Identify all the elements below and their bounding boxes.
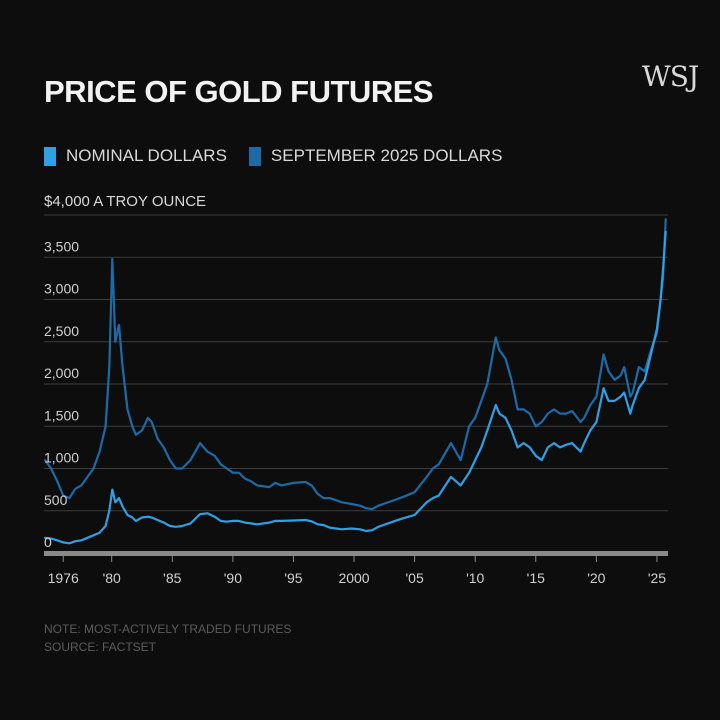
y-tick-label-3000: 3,000 (44, 281, 79, 297)
x-tick-label-2005: '05 (405, 570, 423, 586)
legend-swatch-nominal (44, 146, 56, 166)
y-tick-label-1500: 1,500 (44, 407, 79, 423)
x-tick-label-1985: '85 (163, 570, 181, 586)
source-text: SOURCE: FACTSET (44, 640, 157, 654)
x-tick-label-2000: 2000 (338, 570, 369, 586)
legend-label-nominal: NOMINAL DOLLARS (66, 146, 227, 165)
legend-item-real: SEPTEMBER 2025 DOLLARS (248, 146, 503, 166)
legend-item-nominal: NOMINAL DOLLARS (44, 146, 227, 166)
x-tick-label-1995: '95 (284, 570, 302, 586)
wsj-logo: WSJ (642, 60, 699, 93)
legend: NOMINAL DOLLARS SEPTEMBER 2025 DOLLARS (44, 146, 524, 166)
y-tick-label-500: 500 (44, 492, 68, 508)
y-tick-label-1000: 1,000 (44, 450, 79, 466)
x-tick-label-1980: '80 (103, 570, 121, 586)
y-tick-label-0: 0 (44, 534, 52, 550)
y-axis-unit-label: $4,000 A TROY OUNCE (44, 193, 207, 210)
x-tick-label-1990: '90 (224, 570, 242, 586)
x-axis-baseline (44, 551, 668, 556)
x-tick-label-1976: 1976 (48, 570, 79, 586)
x-tick-label-2020: '20 (587, 570, 605, 586)
y-tick-label-3500: 3,500 (44, 238, 79, 254)
legend-label-real: SEPTEMBER 2025 DOLLARS (270, 146, 503, 165)
series-line-september-2025-dollars (44, 218, 667, 511)
x-tick-label-2025: '25 (648, 570, 666, 586)
x-tick-label-2010: '10 (466, 570, 484, 586)
legend-swatch-real (248, 146, 261, 166)
note-text: NOTE: MOST-ACTIVELY TRADED FUTURES (44, 622, 292, 636)
chart-title: PRICE OF GOLD FUTURES (44, 74, 434, 109)
y-tick-label-2500: 2,500 (44, 323, 79, 339)
y-tick-label-2000: 2,000 (44, 365, 79, 381)
series-line-nominal-dollars (44, 230, 667, 545)
x-tick-label-2015: '15 (527, 570, 545, 586)
